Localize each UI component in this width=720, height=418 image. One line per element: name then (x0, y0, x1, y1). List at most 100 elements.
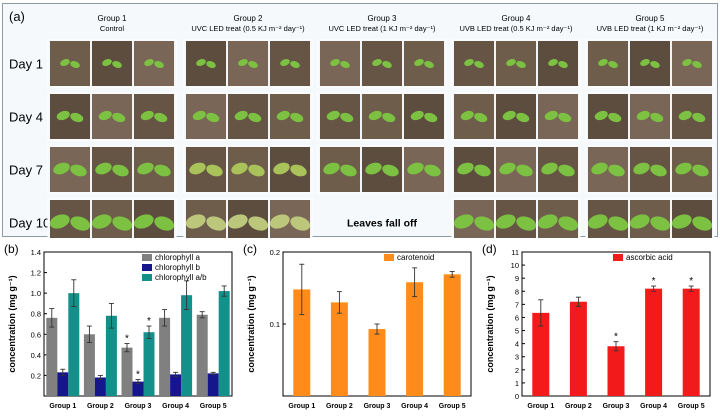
bar (406, 282, 424, 396)
seedling-leaf (196, 59, 206, 66)
seedling-leaf (382, 164, 399, 177)
seedling-leaf (206, 112, 220, 123)
soil-photo (228, 94, 268, 139)
soil-photo (186, 41, 226, 86)
panel-label: (c) (243, 242, 257, 256)
significance-marker: * (614, 332, 618, 343)
legend-swatch (384, 254, 394, 261)
significance-marker: * (689, 276, 693, 287)
bar (645, 288, 663, 396)
bar (105, 315, 117, 396)
legend-label: chlorophyll a (155, 253, 200, 262)
seedling-leaf (382, 61, 392, 68)
seedling-leaf (154, 112, 168, 123)
significance-marker: * (136, 370, 140, 381)
seedling-leaf (608, 112, 622, 123)
day-label: Day 4 (9, 110, 43, 125)
seedling-leaf (70, 61, 80, 68)
seedling-leaf (189, 162, 206, 175)
seedling-leaf (460, 110, 474, 121)
seedling-leaf (410, 110, 424, 121)
seedling-leaf (537, 214, 558, 229)
seedling-leaf (154, 61, 164, 68)
seedling-leaf (640, 59, 650, 66)
bar (121, 347, 133, 396)
group-name: Group 2 (234, 14, 263, 23)
seedling-leaf (60, 59, 70, 66)
panel-label: (d) (482, 242, 497, 256)
seedling-leaf (558, 216, 579, 231)
seedling-leaf (102, 59, 112, 66)
bar (532, 312, 550, 396)
x-tick-label: Group 4 (162, 403, 189, 410)
bar (46, 317, 58, 396)
seedling-leaf (227, 214, 248, 229)
y-tick-label: 0.6 (31, 330, 41, 339)
seedling-leaf (453, 214, 474, 229)
soil-photo (92, 94, 132, 139)
y-tick-label: 5 (515, 327, 519, 336)
bar (170, 374, 182, 396)
seedling-leaf (95, 162, 112, 175)
seedling-leaf (407, 162, 424, 175)
seedling-leaf (144, 59, 154, 66)
significance-marker: * (147, 316, 151, 327)
x-tick-label: Group 4 (640, 403, 667, 410)
seedling-leaf (682, 59, 692, 66)
seedling-leaf (70, 216, 91, 231)
seedling-leaf (340, 164, 357, 177)
seedling-leaf (636, 110, 650, 121)
seedling-leaf (248, 61, 258, 68)
bar (68, 293, 80, 396)
seedling-leaf (234, 110, 248, 121)
seedling-leaf (499, 162, 516, 175)
soil-photo (672, 41, 712, 86)
soil-photo (404, 41, 444, 86)
x-tick-label: Group 4 (401, 403, 428, 410)
y-tick-label: 10 (511, 261, 519, 270)
soil-photo (496, 41, 536, 86)
seedling-leaf (502, 110, 516, 121)
seedling-leaf (137, 162, 154, 175)
group-treatment: UVB LED treat (1 KJ m⁻² day⁻¹) (597, 24, 704, 33)
x-tick-label: Group 3 (125, 403, 152, 410)
day-label: Day 10 (9, 216, 50, 231)
y-tick-label: 2 (515, 366, 519, 375)
bar (330, 302, 348, 396)
y-axis-label: concentration (mg g⁻¹) (246, 275, 256, 372)
y-tick-label: 1.2 (31, 269, 41, 278)
group-treatment: UVB LED treat (0.5 KJ m⁻² day⁻¹) (460, 24, 573, 33)
y-tick-label: 1 (515, 379, 519, 388)
soil-photo (404, 94, 444, 139)
soil-photo (92, 41, 132, 86)
seedling-leaf (516, 61, 526, 68)
panel-label: (b) (4, 242, 19, 256)
seedling-leaf (290, 164, 307, 177)
seedling-leaf (457, 162, 474, 175)
seedling-leaf (276, 110, 290, 121)
seedling-leaf (192, 110, 206, 121)
soil-photo (134, 94, 174, 139)
seedling-leaf (154, 216, 175, 231)
chart-carotenoid: (c) concentration (mg g⁻¹) 0.1 0.2 Group 1 Gr… (243, 242, 472, 410)
seedling-leaf (591, 162, 608, 175)
seedling-leaf (154, 164, 171, 177)
seedling-leaf (424, 112, 438, 123)
y-axis-label: concentration (mg g⁻¹) (7, 275, 17, 372)
legend-swatch (142, 264, 152, 271)
seedling-leaf (185, 214, 206, 229)
seedling-leaf (382, 112, 396, 123)
soil-photo (320, 41, 360, 86)
seedling-leaf (140, 110, 154, 121)
x-tick-label: Group 3 (364, 403, 391, 410)
seedling-leaf (326, 110, 340, 121)
seedling-leaf (474, 112, 488, 123)
seedling-leaf (598, 59, 608, 66)
y-tick-label: 8 (515, 287, 519, 296)
seedling-leaf (558, 61, 568, 68)
seedling-leaf (544, 110, 558, 121)
group-name: Group 5 (636, 14, 665, 23)
seedling-leaf (290, 216, 311, 231)
seedling-leaf (280, 59, 290, 66)
seedling-leaf (112, 61, 122, 68)
